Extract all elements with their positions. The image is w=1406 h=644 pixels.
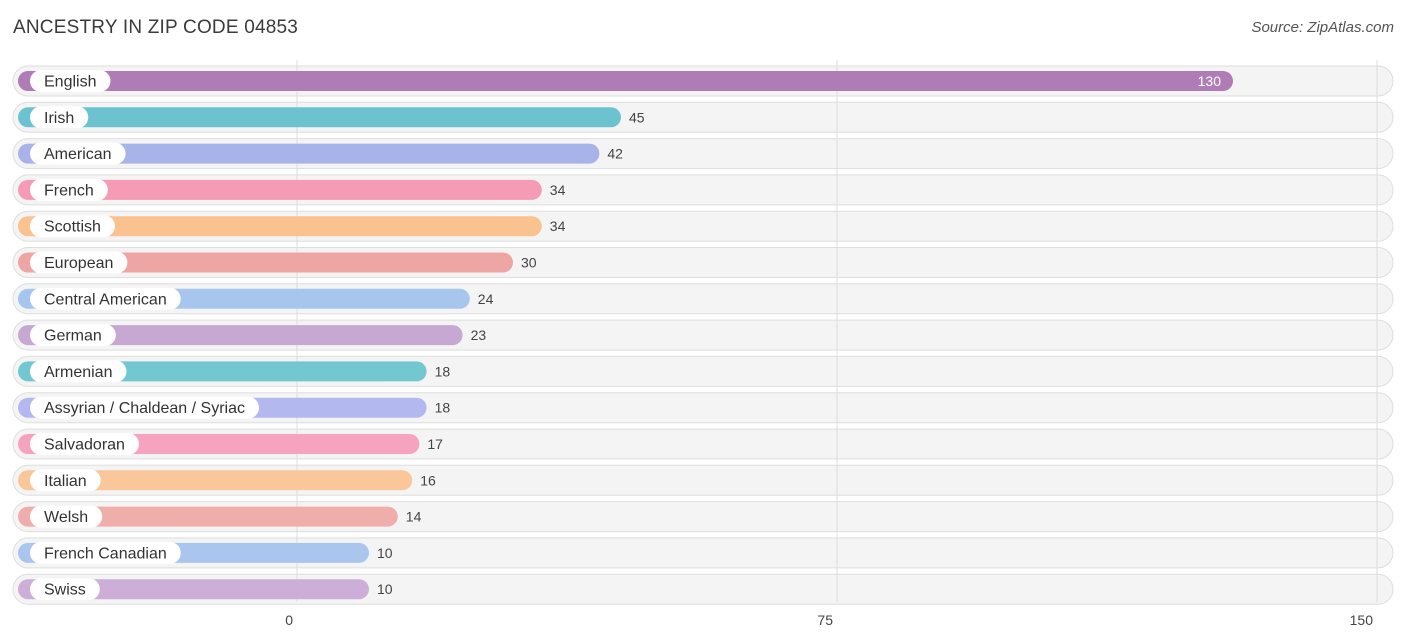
x-tick-label: 150 [1350, 612, 1374, 628]
x-tick-label: 0 [285, 612, 293, 628]
category-label: European [44, 255, 113, 272]
category-label-pill [30, 505, 103, 528]
category-label: American [44, 146, 112, 163]
category-label: Assyrian / Chaldean / Syriac [44, 400, 245, 417]
value-label: 30 [521, 255, 537, 271]
x-tick-label: 75 [817, 612, 833, 628]
bar [18, 579, 369, 600]
category-label: Central American [44, 291, 167, 308]
value-label: 45 [629, 109, 645, 125]
category-label: English [44, 74, 96, 91]
category-label: Salvadoran [44, 437, 125, 454]
value-label: 18 [435, 400, 451, 416]
value-label: 18 [435, 363, 451, 379]
category-label-pill [30, 433, 139, 455]
value-label: 42 [607, 146, 623, 162]
category-label-pill [30, 469, 101, 492]
chart-title: ANCESTRY IN ZIP CODE 04853 [13, 17, 299, 38]
category-label-pill [30, 106, 89, 129]
bar [18, 179, 542, 200]
value-label: 24 [478, 291, 494, 307]
category-label-pill [30, 324, 116, 347]
category-label: Armenian [44, 364, 112, 381]
bar [18, 143, 600, 164]
category-label-pill [30, 541, 181, 564]
bar [18, 107, 621, 128]
category-label-pill [30, 215, 115, 238]
category-label: Italian [44, 473, 87, 490]
category-label: Swiss [44, 582, 86, 599]
category-label-pill [30, 287, 181, 310]
category-label-pill [30, 70, 111, 92]
category-label: Welsh [44, 509, 88, 526]
chart-source: Source: ZipAtlas.com [1251, 19, 1394, 36]
category-label: Irish [44, 110, 74, 127]
bars: English 130 Irish 45 American 42 French 34 Scott… [18, 70, 1233, 601]
value-label: 34 [550, 218, 566, 234]
bar [18, 470, 413, 491]
bar [18, 506, 398, 527]
value-label: 14 [406, 509, 422, 525]
value-label: 17 [427, 436, 443, 452]
category-label-pill [30, 178, 108, 201]
value-label: 23 [471, 327, 487, 343]
x-axis-ticks: 0 75 150 [285, 612, 1373, 628]
category-label: Scottish [44, 219, 101, 236]
value-label: 34 [550, 182, 566, 198]
value-label: 10 [377, 581, 393, 597]
category-label-pill [30, 396, 259, 419]
bar [18, 325, 463, 346]
category-label-pill [30, 142, 126, 165]
value-label: 10 [377, 545, 393, 561]
bar [18, 252, 513, 273]
category-label: French Canadian [44, 545, 167, 562]
value-label: 130 [1198, 73, 1222, 89]
bar [18, 71, 1233, 91]
category-label-pill [30, 578, 100, 601]
category-label-pill [30, 251, 128, 274]
category-label-pill [30, 360, 127, 383]
bar [18, 216, 542, 237]
value-label: 16 [420, 472, 436, 488]
category-label: German [44, 328, 102, 345]
category-label: French [44, 182, 94, 199]
